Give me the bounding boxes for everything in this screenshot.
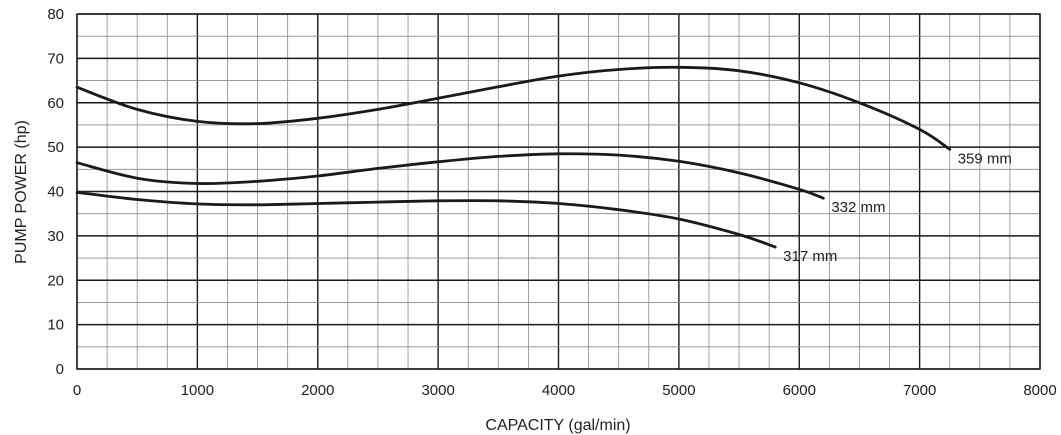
x-tick-label: 0 (73, 382, 81, 399)
curve-317-mm (75, 191, 777, 249)
x-tick-label: 1000 (181, 382, 214, 399)
y-tick-label: 40 (47, 184, 64, 201)
curve-label-332-mm: 332 mm (831, 199, 885, 216)
y-tick-label: 0 (56, 361, 64, 378)
x-tick-label: 5000 (662, 382, 695, 399)
x-tick-label: 3000 (421, 382, 454, 399)
x-tick-label: 4000 (542, 382, 575, 399)
y-tick-label: 80 (47, 6, 64, 23)
curve-label-359-mm: 359 mm (958, 150, 1012, 167)
curve-labels: 359 mm 332 mm 317 mm (783, 150, 1012, 265)
y-axis-title: PUMP POWER (hp) (13, 120, 30, 264)
x-tick-label: 6000 (783, 382, 816, 399)
y-tick-label: 60 (47, 95, 64, 112)
x-axis-title: CAPACITY (gal/min) (485, 417, 630, 434)
y-tick-label: 30 (47, 228, 64, 245)
x-tick-label: 2000 (301, 382, 334, 399)
curve-359-mm (75, 65, 952, 151)
grid (76, 13, 1041, 370)
curves (75, 65, 952, 249)
x-tick-label: 8000 (1023, 382, 1056, 399)
y-tick-label: 70 (47, 50, 64, 67)
x-tick-label: 7000 (903, 382, 936, 399)
curve-label-317-mm: 317 mm (783, 248, 837, 265)
y-tick-label: 50 (47, 139, 64, 156)
curve-332-mm (75, 152, 825, 200)
tick-labels: 0 1000 2000 3000 4000 5000 6000 7000 8000 0 10 20 30… (47, 6, 1056, 399)
y-tick-label: 10 (47, 317, 64, 334)
y-tick-label: 20 (47, 272, 64, 289)
